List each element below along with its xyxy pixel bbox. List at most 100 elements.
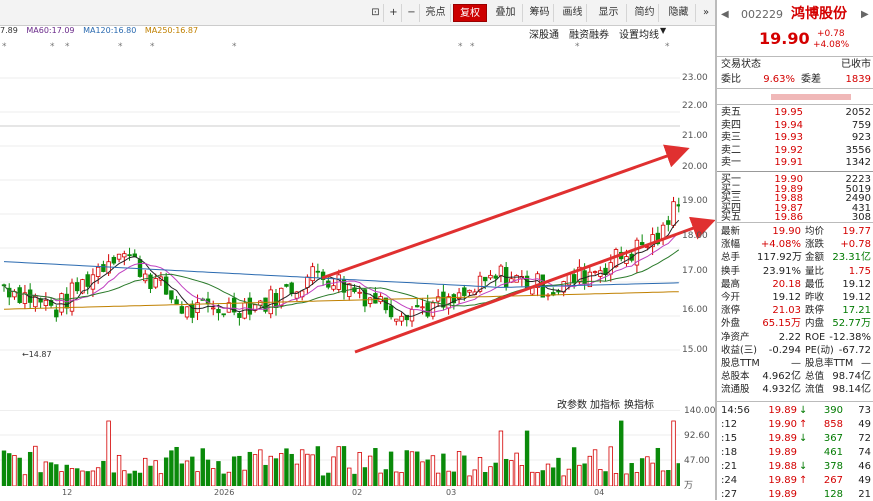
volume-bar [69, 468, 75, 486]
arrow-down-icon: ↓ [799, 433, 808, 444]
window-restore-icon[interactable]: ⊡ [368, 4, 384, 22]
candle [388, 305, 394, 318]
candle [263, 297, 268, 312]
volume-bar [258, 449, 263, 486]
channel-lower-arrow [354, 216, 715, 354]
volume-bar [367, 455, 373, 486]
candle [331, 285, 336, 290]
simple-button[interactable]: 简约 [631, 4, 659, 22]
ask-row[interactable]: 卖五 19.95 2052 [721, 107, 871, 119]
candle [315, 270, 321, 273]
candle [425, 302, 430, 317]
bid-row[interactable]: 买二 19.89 5019 [721, 184, 871, 196]
fuquan-button[interactable]: 复权 [453, 4, 487, 22]
switch-indicator-link[interactable]: 换指标 [624, 400, 654, 411]
tick-row[interactable]: :18 19.89 461 74 [721, 446, 871, 459]
chart-links: 深股通 融资融券 设置均线 ▼ [0, 26, 715, 41]
volume-bar [315, 446, 321, 486]
volume-bar [655, 447, 661, 486]
bid-row[interactable]: 买四 19.87 431 [721, 203, 871, 215]
ma-legend-item: MA250:16.87 [144, 26, 199, 35]
settings-dropdown-icon[interactable]: ▼ [660, 26, 667, 35]
tick-row[interactable]: :24 19.89 ↑ 267 49 [721, 474, 871, 487]
candle [237, 313, 242, 318]
margin-trading-link[interactable]: 融资融券 [569, 30, 609, 41]
zoom-in-icon[interactable]: + [386, 4, 402, 22]
stat-value: 19.12 [842, 278, 871, 290]
ma250-line [3, 291, 679, 310]
candle [420, 306, 425, 309]
redacted-block [771, 94, 851, 100]
bid-label: 买一 [721, 174, 741, 185]
volume-bar [273, 458, 279, 486]
highlight-button[interactable]: 亮点 [421, 4, 451, 22]
bid-row[interactable]: 买三 19.88 2490 [721, 193, 871, 205]
volume-bar [571, 447, 577, 486]
next-stock-icon[interactable]: ▶ [861, 9, 869, 20]
tick-time: :24 [721, 475, 738, 486]
stat-row: 总股本 4.962亿 总值 98.74亿 [721, 370, 871, 383]
bid-row[interactable]: 买一 19.90 2223 [721, 174, 871, 186]
draw-line-button[interactable]: 画线 [559, 4, 587, 22]
change-params-link[interactable]: 改参数 [557, 400, 587, 411]
tick-row[interactable]: :21 19.88 ↓ 378 46 [721, 460, 871, 473]
volume-bar [441, 453, 446, 486]
candlestick-chart[interactable]: * * * * * * * * * * [0, 40, 680, 395]
tick-row[interactable]: 14:56 19.89 ↓ 390 73 [721, 404, 871, 417]
arrow-down-icon: ↓ [799, 405, 808, 416]
chevron-right-icon[interactable]: » [702, 7, 710, 18]
volume-bar [284, 448, 289, 486]
ask-row[interactable]: 卖二 19.92 3556 [721, 145, 871, 157]
candle [169, 290, 174, 300]
arrow-up-icon: ↑ [799, 419, 808, 430]
hide-button[interactable]: 隐藏 [662, 4, 696, 22]
price-tick: 17.00 [682, 266, 708, 276]
ask-volume: 759 [851, 119, 871, 131]
stat-value: 20.18 [772, 278, 801, 290]
ask-row[interactable]: 卖四 19.94 759 [721, 120, 871, 132]
candle [111, 256, 117, 264]
volume-chart[interactable] [0, 410, 680, 486]
volume-tick: 47.00 [684, 456, 710, 466]
ask-label: 卖一 [721, 157, 741, 168]
tick-volume: 378 [823, 461, 843, 472]
ask-row[interactable]: 卖三 19.93 923 [721, 132, 871, 144]
candle [122, 253, 127, 258]
volume-bar [216, 461, 221, 486]
stat-value: 52.77万 [832, 318, 871, 330]
zoom-out-icon[interactable]: − [404, 4, 420, 22]
hk-connect-link[interactable]: 深股通 [529, 30, 559, 41]
ask-row[interactable]: 卖一 19.91 1342 [721, 157, 871, 169]
bid-label: 买四 [721, 202, 741, 214]
volume-bar [603, 471, 608, 486]
event-marker: * [65, 42, 70, 52]
ma-settings-link[interactable]: 设置均线 [619, 30, 659, 41]
tick-row[interactable]: :12 19.90 ↑ 858 49 [721, 418, 871, 431]
tick-row[interactable]: :27 19.89 128 21 [721, 488, 871, 501]
chips-button[interactable]: 筹码 [526, 4, 554, 22]
candle [43, 299, 49, 306]
event-marker: * [470, 42, 475, 52]
candle [577, 266, 582, 283]
tick-row[interactable]: :15 19.89 ↓ 367 72 [721, 432, 871, 445]
volume-bar [148, 465, 153, 486]
price-tick: 20.00 [682, 162, 708, 172]
stat-value: — [861, 358, 871, 369]
tick-count: 74 [858, 447, 871, 458]
volume-bar [577, 464, 582, 486]
overlay-button[interactable]: 叠加 [489, 4, 523, 22]
volume-bar [383, 469, 389, 486]
candle [462, 287, 467, 296]
stat-value: 98.14亿 [832, 384, 871, 396]
prev-stock-icon[interactable]: ◀ [721, 9, 729, 20]
stat-label: 量比 [805, 265, 825, 277]
volume-unit: 万 [684, 481, 694, 491]
stat-value: 19.77 [842, 226, 871, 237]
display-button[interactable]: 显示 [591, 4, 627, 22]
candle [394, 318, 399, 322]
ask-label: 卖三 [721, 132, 741, 143]
volume-bar [226, 471, 232, 486]
add-indicator-link[interactable]: 加指标 [590, 400, 620, 411]
stat-label: 收益(三) [721, 344, 757, 356]
bid-row[interactable]: 买五 19.86 308 [721, 212, 871, 224]
